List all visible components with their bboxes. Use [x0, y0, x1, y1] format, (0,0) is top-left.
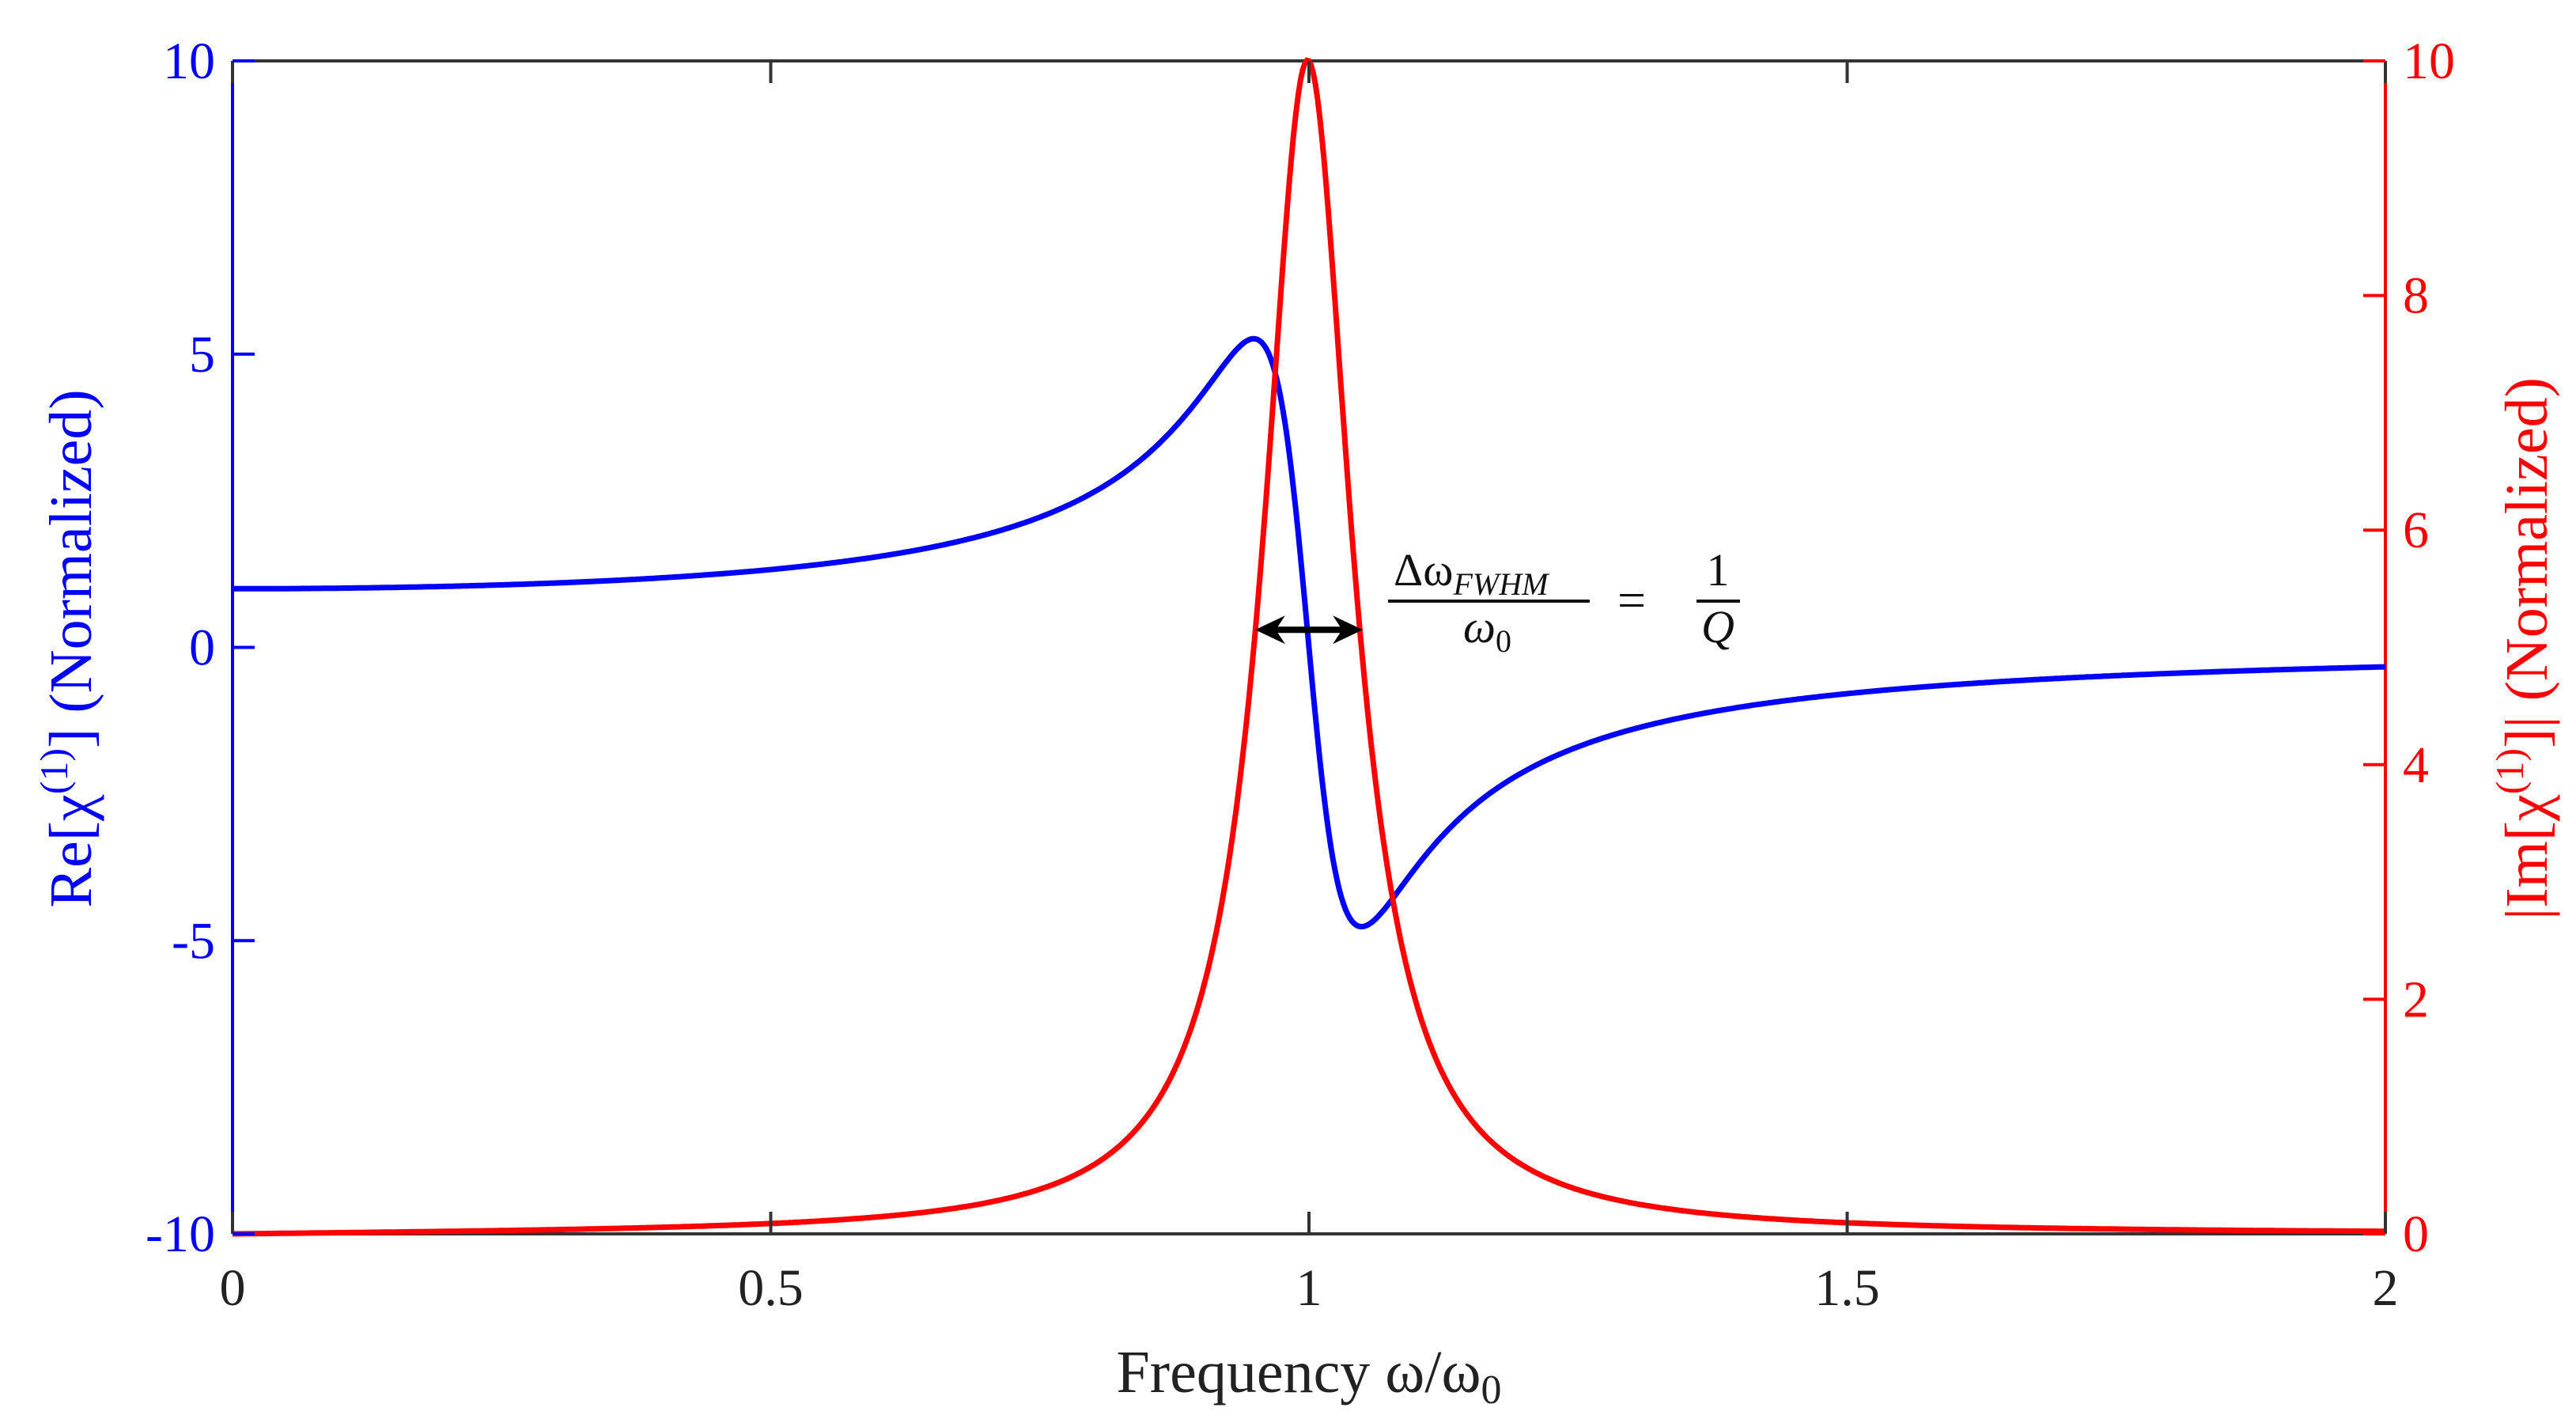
y-left-tick-label: 5: [189, 326, 215, 384]
annotation-numerator: ΔωFWHM: [1394, 544, 1550, 602]
x-tick-label: 1: [1296, 1259, 1322, 1317]
curves: [233, 57, 2386, 1237]
x-axis-label: Frequency ω/ω0: [1117, 1339, 1502, 1413]
y-left-tick-label: 10: [163, 32, 215, 90]
annotation-equals: =: [1617, 572, 1646, 628]
y-axis-right-label: |Im[χ(1)]| (Normalized): [2487, 377, 2560, 920]
y-left-tick-label: -5: [172, 912, 215, 970]
y-left-tick-label: -10: [146, 1205, 215, 1263]
y-right-tick-label: 2: [2403, 970, 2429, 1028]
x-tick-label: 0.5: [738, 1259, 804, 1317]
fwhm-annotation: ΔωFWHM ω0 = 1 Q: [1388, 544, 1740, 659]
annotation-rhs-numerator: 1: [1707, 544, 1730, 596]
x-tick-label: 2: [2373, 1259, 2399, 1317]
y-axis-left-label: Re[χ(1)] (Normalized): [32, 389, 104, 907]
y-right-tick-label: 8: [2403, 267, 2429, 325]
fwhm-arrow-right-head: [1333, 615, 1364, 645]
y-left-tick-label: 0: [189, 619, 215, 677]
y-right-tick-label: 4: [2403, 736, 2429, 794]
y-right-tick-label: 0: [2403, 1205, 2429, 1263]
y-right-tick-label: 10: [2403, 32, 2455, 90]
fwhm-arrow-left-head: [1254, 615, 1285, 645]
annotation-denominator: ω0: [1463, 601, 1511, 659]
annotation-rhs-denominator: Q: [1701, 601, 1734, 653]
x-tick-label: 0: [220, 1259, 246, 1317]
series-re-chi-line: [233, 335, 2386, 929]
x-tick-label: 1.5: [1814, 1259, 1880, 1317]
y-right-tick-label: 6: [2403, 501, 2429, 559]
